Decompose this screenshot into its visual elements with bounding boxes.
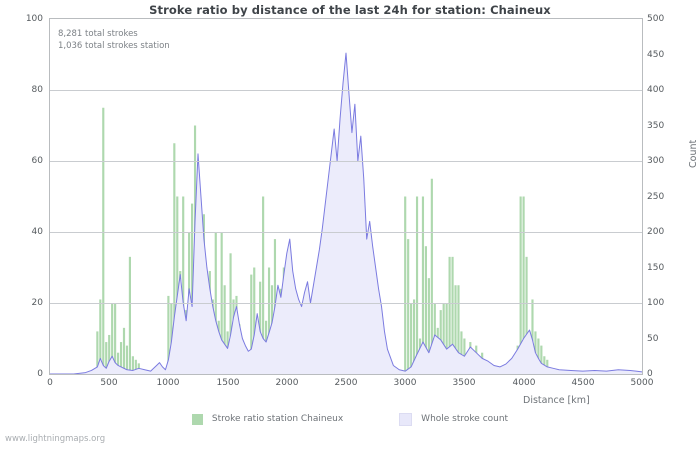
bar	[410, 303, 413, 374]
bar	[128, 256, 131, 374]
y-tick-label-right: 250	[647, 192, 665, 202]
bar	[173, 143, 176, 374]
bar	[454, 285, 457, 374]
bar	[430, 178, 433, 374]
bar	[531, 299, 534, 374]
gridline	[50, 303, 642, 304]
y-tick-label-right: 400	[647, 85, 665, 95]
bar	[525, 256, 528, 374]
bar	[424, 246, 427, 374]
bar	[125, 345, 129, 374]
bar	[191, 203, 194, 374]
bar	[108, 334, 111, 374]
x-axis-label: Distance [km]	[523, 395, 590, 406]
legend-swatch-whole-stroke-count	[399, 412, 413, 426]
bar	[415, 196, 419, 374]
x-tick-label: 4000	[512, 378, 536, 388]
legend-swatch-stroke-ratio	[191, 413, 203, 425]
gridline	[50, 90, 642, 91]
x-tick-label: 1000	[156, 378, 180, 388]
bar	[176, 196, 179, 374]
bar	[223, 285, 226, 374]
x-tick-label: 1500	[216, 378, 240, 388]
bar	[404, 196, 407, 374]
y-tick-label-right: 450	[647, 50, 665, 60]
bar	[122, 327, 126, 374]
chart-legend: Stroke ratio station Chaineux Whole stro…	[0, 408, 700, 430]
y-tick-label-left: 40	[31, 227, 43, 237]
y-tick-label-right: 200	[647, 227, 665, 237]
x-tick-label: 0	[47, 378, 53, 388]
plot-inner	[50, 19, 642, 374]
bar	[167, 295, 170, 374]
bar	[182, 196, 185, 374]
bar	[105, 342, 108, 374]
gridline	[50, 232, 642, 233]
y-tick-label-left: 80	[31, 85, 43, 95]
bar	[413, 299, 416, 374]
x-tick-label: 3000	[393, 378, 417, 388]
bar	[111, 303, 114, 374]
bar	[540, 345, 543, 374]
watermark: www.lightningmaps.org	[5, 434, 106, 444]
bar	[229, 253, 232, 374]
bar	[96, 331, 99, 374]
bar	[451, 256, 454, 374]
y-axis-label-right: Count	[688, 139, 699, 168]
x-tick-label: 500	[100, 378, 118, 388]
bar	[427, 278, 430, 374]
bar	[131, 356, 134, 374]
legend-item-stroke-ratio-station[interactable]: Stroke ratio station Chaineux	[191, 413, 344, 425]
bar	[102, 107, 105, 374]
bar	[421, 196, 425, 374]
y-tick-label-right: 350	[647, 121, 665, 131]
bar	[460, 331, 463, 374]
y-tick-label-right: 150	[647, 263, 665, 273]
y-tick-label-left: 100	[25, 14, 43, 24]
gridline	[50, 161, 642, 162]
bar	[262, 196, 265, 374]
bar	[134, 359, 137, 374]
series-layer	[50, 52, 642, 374]
bar	[250, 274, 253, 374]
bar	[445, 303, 448, 374]
bar	[442, 303, 445, 374]
annotation-total-strokes: 8,281 total strokes	[58, 29, 138, 39]
x-tick-label: 2000	[275, 378, 299, 388]
plot-area	[49, 18, 643, 375]
bar	[519, 196, 522, 374]
x-tick-label: 2500	[334, 378, 358, 388]
legend-label-stroke-ratio: Stroke ratio station Chaineux	[211, 414, 344, 424]
bar	[537, 338, 540, 374]
legend-label-whole-stroke-count: Whole stroke count	[421, 414, 509, 424]
y-tick-label-right: 100	[647, 298, 665, 308]
bar	[114, 303, 117, 374]
chart-title: Stroke ratio by distance of the last 24h…	[149, 3, 551, 17]
bar	[448, 256, 451, 374]
bar	[99, 299, 102, 374]
y-tick-label-right: 500	[647, 14, 665, 24]
y-tick-label-left: 60	[31, 156, 43, 166]
bar	[253, 267, 256, 374]
bar	[259, 281, 262, 374]
y-tick-label-left: 20	[31, 298, 43, 308]
annotation-total-strokes-station: 1,036 total strokes station	[58, 41, 170, 51]
y-tick-label-right: 50	[647, 334, 659, 344]
x-tick-label: 3500	[452, 378, 476, 388]
bar	[407, 239, 410, 374]
bar	[522, 196, 525, 374]
bar	[267, 267, 271, 374]
bar	[117, 352, 120, 374]
x-tick-label: 5000	[630, 378, 654, 388]
y-tick-label-right: 300	[647, 156, 665, 166]
area-series-whole-stroke-count-fill	[50, 53, 642, 374]
legend-item-whole-stroke-count[interactable]: Whole stroke count	[399, 412, 509, 426]
y-tick-label-left: 0	[37, 369, 43, 379]
x-tick-label: 4500	[571, 378, 595, 388]
bar	[457, 285, 460, 374]
y-tick-label-right: 0	[647, 369, 653, 379]
bar	[119, 342, 123, 374]
